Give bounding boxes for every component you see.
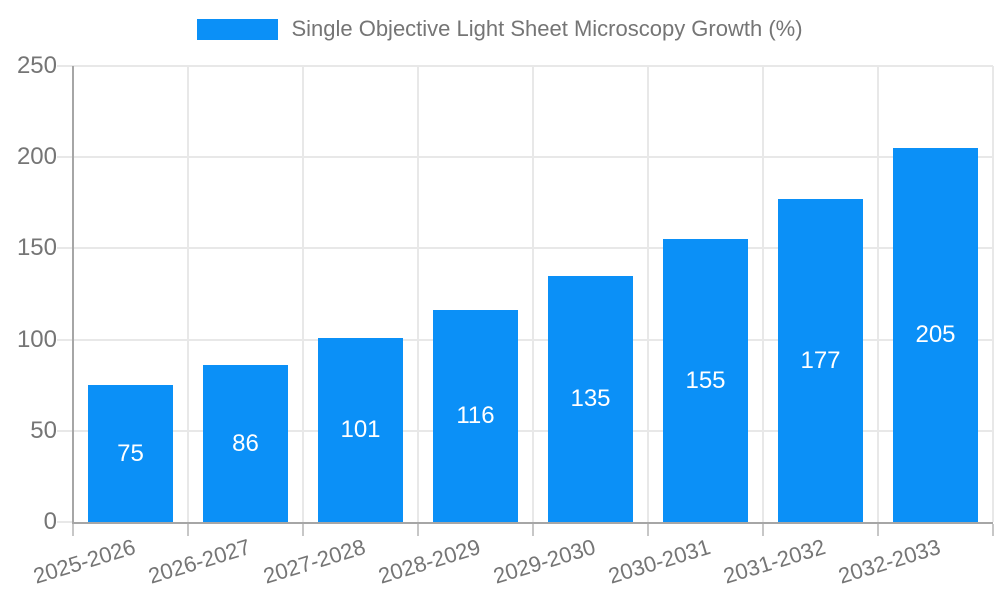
y-tick-mark — [57, 65, 73, 67]
y-tick-label: 250 — [16, 52, 57, 79]
bar-value-label: 75 — [117, 439, 144, 467]
bar[interactable] — [433, 310, 518, 522]
gridline — [532, 66, 534, 522]
y-axis-line — [72, 66, 74, 524]
y-tick-label: 200 — [16, 143, 57, 171]
x-tick-mark — [72, 524, 74, 536]
legend-label: Single Objective Light Sheet Microscopy … — [291, 16, 803, 41]
y-tick-label: 100 — [16, 325, 57, 353]
gridline — [647, 66, 649, 522]
gridline — [417, 66, 419, 522]
x-tick-mark — [302, 524, 304, 536]
bar[interactable] — [548, 275, 633, 522]
x-tick-mark — [532, 524, 534, 536]
x-tick-mark — [877, 524, 879, 536]
y-tick-mark — [57, 429, 73, 432]
x-axis-line — [73, 522, 993, 524]
bar[interactable] — [203, 365, 288, 522]
legend-swatch — [197, 18, 279, 40]
legend[interactable]: Single Objective Light Sheet Microscopy … — [0, 16, 1000, 42]
bar[interactable] — [663, 239, 748, 522]
x-tick-mark — [647, 524, 649, 536]
bar-value-label: 155 — [685, 366, 726, 394]
y-tick-mark — [57, 338, 73, 341]
y-tick-label: 50 — [30, 416, 57, 444]
gridline — [992, 66, 994, 522]
bar-value-label: 101 — [340, 415, 381, 443]
y-tick-mark — [57, 521, 73, 523]
bar[interactable] — [893, 148, 978, 522]
y-tick-label: 0 — [43, 508, 57, 535]
bar-value-label: 205 — [915, 321, 956, 349]
gridline — [877, 66, 879, 522]
y-tick-mark — [57, 156, 73, 159]
bar-value-label: 135 — [570, 384, 611, 412]
bar[interactable] — [778, 199, 863, 522]
gridline — [762, 66, 764, 522]
x-tick-mark — [417, 524, 419, 536]
x-tick-mark — [992, 524, 994, 536]
x-tick-mark — [762, 524, 764, 536]
bar[interactable] — [318, 337, 403, 522]
bar-value-label: 86 — [232, 429, 259, 457]
gridline — [187, 66, 189, 522]
gridline — [302, 66, 304, 522]
x-tick-mark — [187, 524, 189, 536]
bar[interactable] — [88, 385, 173, 522]
y-tick-mark — [57, 247, 73, 250]
bar-value-label: 177 — [800, 346, 841, 374]
bar-value-label: 116 — [456, 402, 495, 430]
y-tick-label: 150 — [16, 234, 57, 262]
